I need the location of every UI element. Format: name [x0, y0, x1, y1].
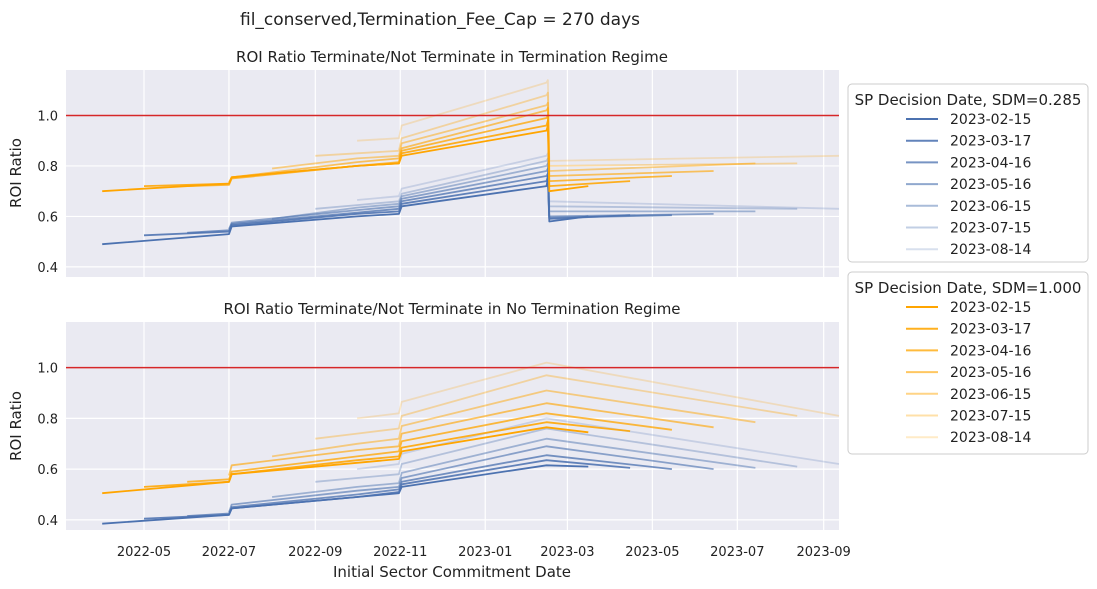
legend-entry: 2023-07-15	[950, 409, 1031, 425]
legends: SP Decision Date, SDM=0.285 2023-02-15 202…	[847, 83, 1089, 455]
x-tick-label: 2022-07	[202, 545, 256, 560]
legend-entry: 2023-08-14	[950, 430, 1031, 446]
legend-entry: 2023-03-17	[950, 134, 1031, 150]
x-tick-label: 2023-05	[625, 545, 679, 560]
x-tick-label: 2023-07	[710, 545, 764, 560]
series-line-sdm-1000-2023-03-17	[143, 421, 631, 488]
legend-entry: 2023-04-16	[950, 155, 1031, 171]
legend-box	[847, 83, 1089, 263]
panel-1-series	[102, 79, 840, 246]
panel-1-y-axis-label: ROI Ratio	[7, 138, 25, 208]
series-line-sdm-0285-2023-08-14	[357, 152, 840, 210]
legend-title: SP Decision Date, SDM=0.285	[855, 91, 1082, 109]
legend-box	[847, 271, 1089, 455]
series-line-sdm-0285-2023-06-15	[271, 162, 756, 220]
legend-entry: 2023-02-15	[950, 112, 1031, 128]
series-line-sdm-0285-2023-05-16	[228, 167, 714, 230]
panel-2-series	[102, 361, 840, 525]
legend-entry: 2023-04-16	[950, 343, 1031, 359]
series-line-sdm-1000-2023-05-16	[228, 402, 714, 476]
panel-2-y-ticks: 0.4 0.6 0.8 1.0	[37, 362, 58, 529]
y-tick-label: 0.6	[37, 210, 58, 225]
y-tick-label: 0.4	[37, 514, 58, 529]
series-line-sdm-1000-2023-06-15	[271, 389, 756, 458]
panel-1-background	[66, 70, 839, 277]
legend-2: SP Decision Date, SDM=1.000 2023-02-15 202…	[847, 271, 1089, 455]
y-tick-label: 1.0	[37, 362, 58, 377]
legend-entry: 2023-02-15	[950, 300, 1031, 316]
panel-1-title: ROI Ratio Terminate/Not Terminate in Ter…	[236, 48, 668, 66]
series-line-sdm-1000-2023-07-15	[315, 91, 798, 167]
series-line-sdm-1000-2023-08-14	[357, 79, 840, 162]
panel-2-title: ROI Ratio Terminate/Not Terminate in No …	[223, 300, 680, 318]
legend-entry: 2023-08-14	[950, 242, 1031, 258]
series-line-sdm-1000-2023-06-15	[271, 101, 756, 172]
x-tick-label: 2023-01	[458, 545, 512, 560]
y-tick-label: 0.6	[37, 463, 58, 478]
series-line-sdm-1000-2023-08-14	[356, 361, 840, 420]
x-axis-ticks: 2022-05 2022-07 2022-09 2022-11 2023-01 2023-…	[117, 545, 851, 560]
legend-entry: 2023-05-16	[950, 365, 1031, 381]
legend-1: SP Decision Date, SDM=0.285 2023-02-15 202…	[847, 83, 1089, 263]
legend-title: SP Decision Date, SDM=1.000	[855, 279, 1082, 297]
y-tick-label: 0.8	[37, 412, 58, 427]
series-line-sdm-1000-2023-07-15	[315, 374, 798, 440]
x-axis-label: Initial Sector Commitment Date	[333, 563, 571, 581]
y-tick-label: 0.4	[37, 261, 58, 276]
series-line-sdm-0285-2023-06-15	[271, 437, 756, 498]
series-line-sdm-0285-2023-07-15	[315, 157, 798, 210]
series-line-sdm-0285-2023-07-15	[315, 427, 798, 483]
legend-entry: 2023-06-15	[950, 387, 1031, 403]
x-tick-label: 2022-09	[288, 545, 342, 560]
legend-entry: 2023-06-15	[950, 199, 1031, 215]
x-tick-label: 2023-09	[797, 545, 851, 560]
panel-1-y-ticks: 0.4 0.6 0.8 1.0	[37, 109, 58, 275]
legend-entry: 2023-07-15	[950, 221, 1031, 237]
panel-2-background	[66, 322, 839, 530]
legend-entry: 2023-05-16	[950, 177, 1031, 193]
series-line-sdm-1000-2023-05-16	[228, 107, 714, 183]
series-line-sdm-0285-2023-04-16	[187, 454, 672, 517]
series-line-sdm-1000-2023-04-16	[187, 412, 673, 483]
y-tick-label: 1.0	[37, 109, 58, 124]
x-tick-label: 2022-11	[373, 545, 427, 560]
y-tick-label: 0.8	[37, 160, 58, 175]
panel-2-y-axis-label: ROI Ratio	[7, 391, 25, 461]
series-line-sdm-0285-2023-05-16	[228, 445, 714, 513]
legend-entry: 2023-03-17	[950, 322, 1031, 338]
x-tick-label: 2022-05	[117, 545, 171, 560]
x-tick-label: 2023-03	[540, 545, 594, 560]
figure-suptitle: fil_conserved,Termination_Fee_Cap = 270 …	[240, 10, 640, 30]
